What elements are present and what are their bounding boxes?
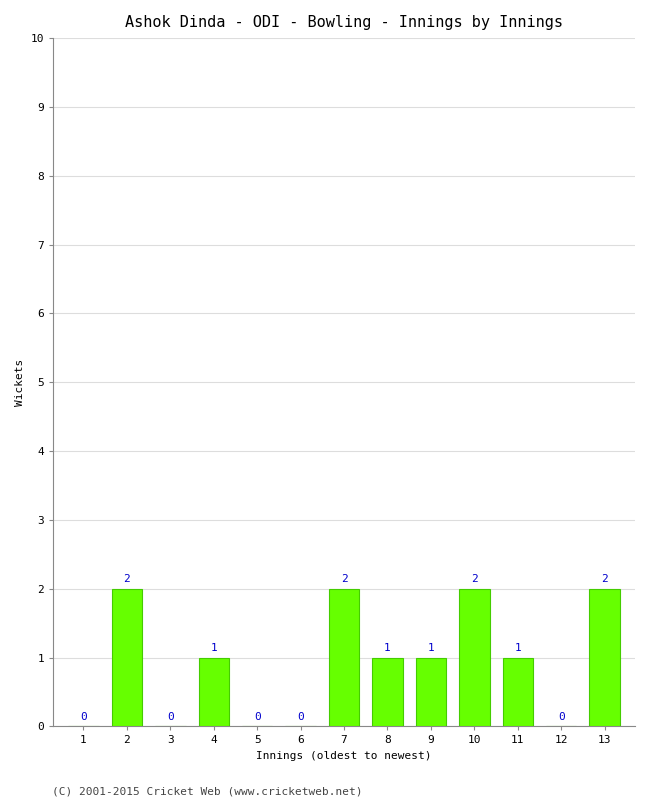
Text: 0: 0 bbox=[254, 711, 261, 722]
Bar bbox=[112, 589, 142, 726]
Text: 0: 0 bbox=[297, 711, 304, 722]
Y-axis label: Wickets: Wickets bbox=[15, 358, 25, 406]
Text: 1: 1 bbox=[384, 642, 391, 653]
Text: 2: 2 bbox=[601, 574, 608, 584]
Text: 2: 2 bbox=[124, 574, 130, 584]
Bar bbox=[416, 658, 446, 726]
Text: 1: 1 bbox=[428, 642, 434, 653]
Text: 2: 2 bbox=[341, 574, 347, 584]
Text: (C) 2001-2015 Cricket Web (www.cricketweb.net): (C) 2001-2015 Cricket Web (www.cricketwe… bbox=[52, 786, 363, 796]
Text: 0: 0 bbox=[167, 711, 174, 722]
Text: 1: 1 bbox=[514, 642, 521, 653]
Text: 1: 1 bbox=[211, 642, 217, 653]
Bar bbox=[198, 658, 229, 726]
Title: Ashok Dinda - ODI - Bowling - Innings by Innings: Ashok Dinda - ODI - Bowling - Innings by… bbox=[125, 15, 563, 30]
Text: 0: 0 bbox=[558, 711, 565, 722]
Bar bbox=[329, 589, 359, 726]
Text: 2: 2 bbox=[471, 574, 478, 584]
X-axis label: Innings (oldest to newest): Innings (oldest to newest) bbox=[256, 751, 432, 761]
Bar bbox=[459, 589, 489, 726]
Bar bbox=[502, 658, 533, 726]
Bar bbox=[590, 589, 620, 726]
Bar bbox=[372, 658, 402, 726]
Text: 0: 0 bbox=[80, 711, 87, 722]
